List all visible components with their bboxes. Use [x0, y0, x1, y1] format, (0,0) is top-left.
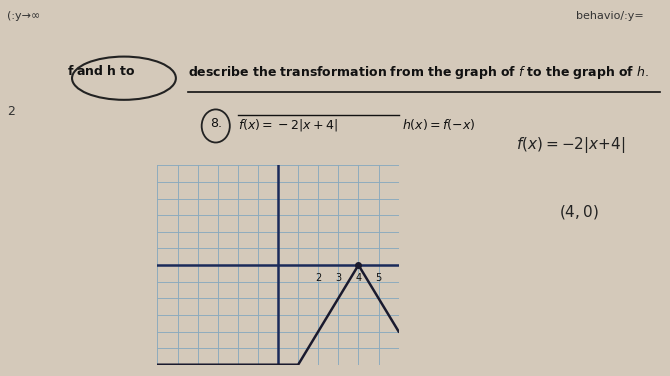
- Text: 2: 2: [315, 273, 322, 284]
- Text: 8.: 8.: [210, 117, 222, 130]
- Text: 4: 4: [355, 273, 362, 284]
- Text: 5: 5: [375, 273, 382, 284]
- Text: 3: 3: [335, 273, 342, 284]
- Text: $\bf{f}$ $\bf{and}$ $\bf{h}$ $\bf{to}$: $\bf{f}$ $\bf{and}$ $\bf{h}$ $\bf{to}$: [67, 64, 135, 78]
- Text: $f(x) = -2|x + 4|$: $f(x) = -2|x + 4|$: [238, 117, 338, 133]
- Text: $f(x){=}{-}2|x{+}4|$: $f(x){=}{-}2|x{+}4|$: [516, 135, 625, 155]
- Text: $h(x) = f(-x)$: $h(x) = f(-x)$: [402, 117, 476, 132]
- Text: 2: 2: [7, 105, 15, 118]
- Text: $(4,0)$: $(4,0)$: [559, 203, 599, 221]
- Text: $\bf{describe\ the\ transformation\ from\ the\ graph\ of\ }$$\bf{\mathit{f}}$$\b: $\bf{describe\ the\ transformation\ from…: [188, 64, 649, 81]
- Text: (:y→∞: (:y→∞: [7, 11, 40, 21]
- Text: behavio/:y=: behavio/:y=: [576, 11, 644, 21]
